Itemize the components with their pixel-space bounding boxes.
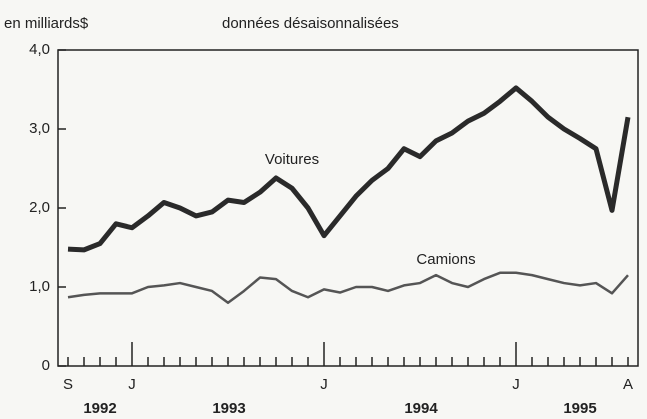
x-tick-label: A [623,376,633,393]
x-tick-label: J [320,376,328,393]
y-tick-label: 0 [42,357,50,374]
x-tick-label: J [128,376,136,393]
series-label: Voitures [265,151,319,168]
year-label: 1993 [212,400,245,417]
unit-label: en milliards$ [4,15,89,32]
series-line [67,271,629,305]
year-label: 1995 [563,400,596,417]
subtitle: données désaisonnalisées [222,15,399,32]
year-label: 1994 [404,400,438,417]
x-tick-label: J [512,376,520,393]
series-label: Camions [416,251,475,268]
y-tick-label: 4,0 [29,41,50,58]
y-tick-label: 2,0 [29,199,50,216]
series-line [67,85,631,253]
y-tick-label: 1,0 [29,278,50,295]
x-tick-label: S [63,376,73,393]
year-label: 1992 [83,400,116,417]
y-tick-label: 3,0 [29,120,50,137]
